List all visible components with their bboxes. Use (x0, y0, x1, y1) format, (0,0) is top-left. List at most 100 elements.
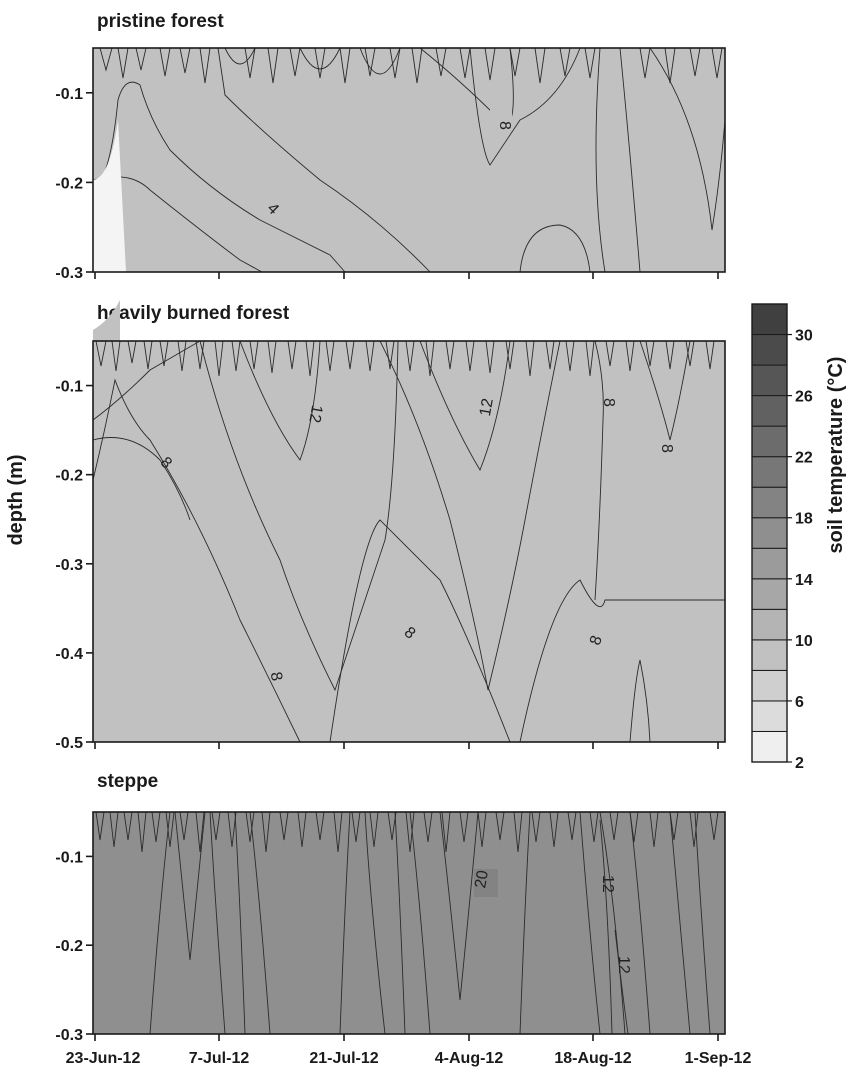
colorbar-tick-label: 22 (795, 450, 813, 467)
y-tick-label: -0.3 (55, 265, 83, 282)
band-8-10 (93, 341, 725, 742)
y-tick-label: -0.2 (55, 175, 83, 192)
panel-title-pristine-forest: pristine forest (97, 11, 224, 32)
contour-label-steppe-20: 20 (472, 869, 492, 890)
band-12-14-first (239, 340, 321, 461)
colorbar-tick-label: 10 (795, 633, 813, 650)
contour-label-burned-8b: 8 (658, 444, 675, 453)
band-10-12 (224, 47, 514, 125)
band-6-8-right (519, 579, 726, 743)
colorbar-band (751, 456, 788, 488)
plot-area-heavily-burned-forest: 12 12 8 8 8 8 8 8 (92, 300, 726, 743)
colorbar-tick-label: 26 (795, 389, 813, 406)
x-tick-label: 4-Aug-12 (435, 1050, 504, 1067)
contour-label-burned-8a: 8 (600, 398, 617, 407)
contour-label-burned-12a: 12 (305, 404, 325, 425)
band-2-4 (92, 81, 346, 273)
colorbar-band (751, 303, 788, 336)
frame-steppe (92, 811, 726, 1035)
x-tick-label: 18-Aug-12 (554, 1050, 631, 1067)
y-tick-label: -0.2 (55, 938, 83, 955)
band-10-12-first (199, 340, 399, 692)
contour-label-steppe-12b: 12 (615, 956, 632, 974)
colorbar-band (751, 486, 788, 519)
y-axis-pristine-forest: -0.1 -0.2 -0.3 (55, 86, 93, 282)
contour-label-pristine-8: 8 (496, 121, 513, 130)
x-tick-label: 23-Jun-12 (66, 1050, 141, 1067)
x-axis-date-labels: 23-Jun-12 7-Jul-12 21-Jul-12 4-Aug-12 18-Aug… (66, 1050, 752, 1067)
band-6-8-bottom (519, 224, 591, 273)
colorbar-band (751, 669, 788, 702)
band-6-8 (92, 47, 432, 273)
band-20-22-b (174, 811, 206, 961)
colorbar-title: soil temperature (°C) (825, 357, 847, 554)
band-10-12-second (379, 340, 561, 691)
band-12-14-second (419, 340, 511, 472)
band-10-12-late (639, 340, 691, 441)
colorbar-band (751, 395, 788, 427)
surface-spikes-burned (95, 340, 715, 377)
frame-pristine-forest (92, 47, 726, 273)
x-tick-label: 7-Jul-12 (189, 1050, 250, 1067)
y-tick-label: -0.3 (55, 1027, 83, 1044)
x-ticks-steppe (94, 1034, 719, 1041)
x-tick-label: 21-Jul-12 (309, 1050, 378, 1067)
y-axis-title: depth (m) (5, 454, 27, 545)
band-4-6-right (629, 659, 651, 743)
colorbar-band (751, 730, 788, 763)
label-bg-8-pristine (490, 101, 512, 123)
colorbar-band (751, 425, 788, 458)
surface-spikes-pristine (99, 47, 723, 84)
colorbar-band (751, 334, 788, 366)
panel-heavily-burned-forest: heavily burned forest 12 12 8 (55, 300, 726, 752)
label-bg-20-steppe (474, 869, 498, 897)
band-8-10-wedge (205, 681, 280, 742)
band-16-18 (93, 812, 725, 1034)
band-10-12-late (649, 47, 726, 231)
contour-8-right (594, 340, 604, 601)
y-tick-label: -0.2 (55, 468, 83, 485)
contour-label-steppe-12a: 12 (599, 875, 616, 893)
y-tick-label: -0.1 (55, 86, 83, 103)
surface-spikes-steppe (95, 811, 719, 853)
band-20-22 (439, 811, 479, 1001)
contour-8-left (92, 437, 191, 521)
panel-pristine-forest: pristine forest 8 4 -0.1 -0.2 -0.3 (55, 11, 726, 282)
colorbar-tick-label: 2 (795, 755, 804, 772)
panel-steppe: steppe 20 12 12 -0.1 -0.2 -0.3 (55, 771, 726, 1044)
band-6-8-left (92, 378, 301, 743)
y-tick-label: -0.1 (55, 849, 83, 866)
frame-heavily-burned-forest (92, 340, 726, 743)
y-tick-label: -0.1 (55, 379, 83, 396)
band-6-8-middle (329, 519, 511, 743)
colorbar-band (751, 364, 788, 397)
band-2-4-corner (93, 120, 126, 272)
band-8-10-left (93, 300, 120, 742)
colorbar-frame (751, 303, 788, 763)
colorbar-band (751, 700, 788, 732)
panel-title-steppe: steppe (97, 771, 158, 792)
x-tick-label: 1-Sep-12 (685, 1050, 752, 1067)
colorbar-band (751, 639, 788, 671)
band-10-12-start (92, 340, 202, 421)
colorbar-tick-label: 18 (795, 511, 813, 528)
band-8-10 (93, 48, 725, 272)
y-tick-label: -0.3 (55, 557, 83, 574)
colorbar-band (751, 547, 788, 580)
colorbar-band (751, 517, 788, 549)
band-10-12-b (469, 47, 581, 166)
colorbar-band (751, 608, 788, 641)
contour-12-b (614, 929, 629, 1035)
y-tick-label: -0.5 (55, 735, 83, 752)
x-ticks-heavily-burned-forest (94, 742, 719, 749)
contour-label-burned-8d: 8 (267, 671, 285, 683)
colorbar-tick-label: 14 (795, 572, 813, 589)
y-axis-heavily-burned-forest: -0.1 -0.2 -0.3 -0.4 -0.5 (55, 379, 93, 752)
contour-label-burned-12b: 12 (477, 397, 497, 418)
y-tick-label: -0.4 (55, 646, 83, 663)
colorbar-tick-label: 30 (795, 328, 813, 345)
plot-area-steppe: 20 12 12 (92, 811, 726, 1035)
x-ticks-pristine-forest (94, 272, 719, 279)
